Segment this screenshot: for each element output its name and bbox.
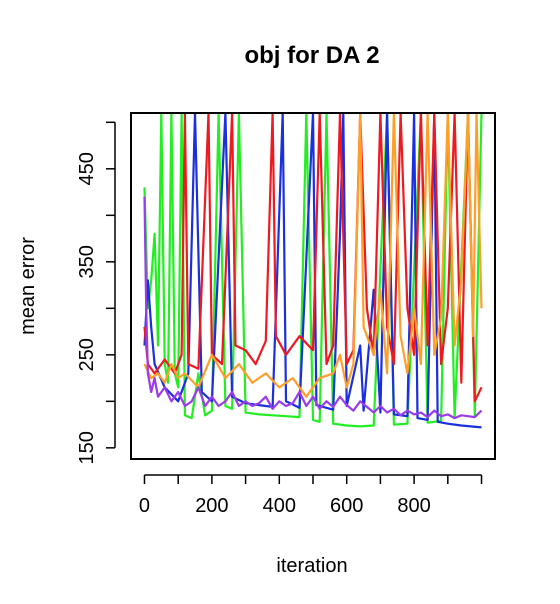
x-tick-label: 200 bbox=[195, 495, 228, 517]
x-axis-label: iteration bbox=[276, 555, 347, 577]
y-axis-label: mean error bbox=[17, 237, 39, 335]
x-axis: 0 200 400 600 800 bbox=[139, 474, 483, 517]
series-line-5 bbox=[143, 196, 483, 420]
x-tick-label: 800 bbox=[397, 495, 430, 517]
y-tick-label: 250 bbox=[76, 338, 98, 371]
series-line-4 bbox=[143, 113, 483, 398]
y-tick-label: 350 bbox=[76, 245, 98, 278]
y-tick-label: 450 bbox=[76, 152, 98, 185]
plot-frame bbox=[130, 112, 496, 460]
series-line-1 bbox=[143, 113, 483, 428]
y-tick-label: 150 bbox=[76, 431, 98, 464]
series-layer bbox=[143, 113, 483, 429]
x-tick-label: 400 bbox=[263, 495, 296, 517]
chart-title: obj for DA 2 bbox=[244, 42, 379, 69]
y-axis: 150 250 350 450 bbox=[76, 121, 116, 464]
x-tick-label: 600 bbox=[330, 495, 363, 517]
series-line-3 bbox=[143, 113, 483, 403]
x-tick-label: 0 bbox=[139, 495, 150, 517]
